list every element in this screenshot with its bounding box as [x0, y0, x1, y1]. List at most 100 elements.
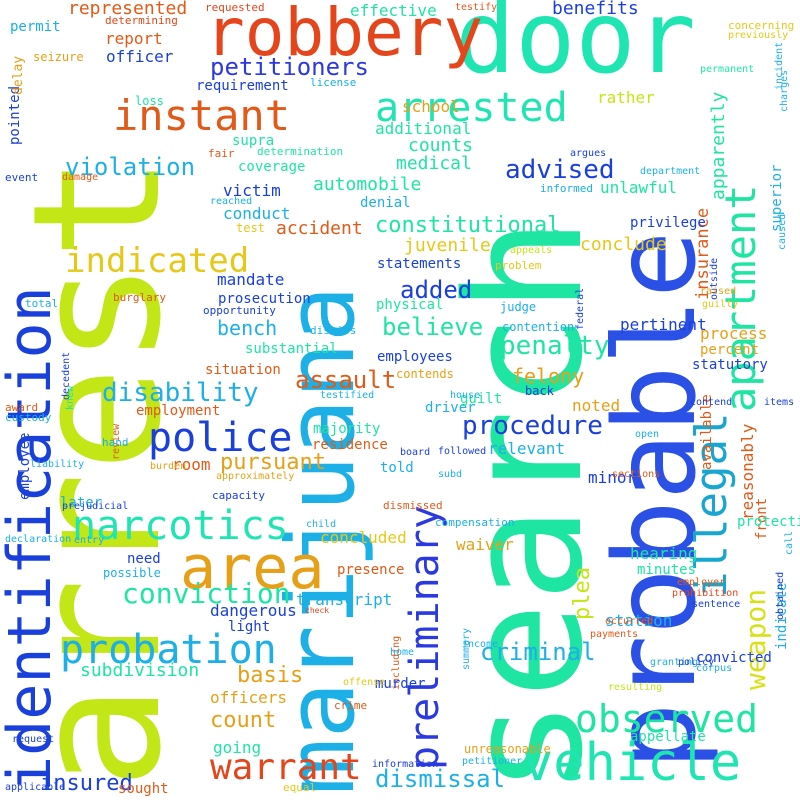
cloud-word: added [400, 276, 473, 304]
cloud-word: policy [678, 657, 715, 668]
cloud-word: approximately [216, 471, 295, 482]
cloud-word: guilt [460, 391, 503, 407]
cloud-word: prohibition [672, 588, 739, 599]
cloud-word: license [310, 76, 357, 89]
cloud-word: delay [11, 55, 26, 95]
cloud-word: plea [570, 567, 595, 620]
cloud-word: coverage [238, 159, 306, 175]
cloud-word: need [127, 551, 161, 567]
cloud-word: officer [106, 47, 174, 66]
cloud-word: federal [575, 287, 586, 330]
cloud-word: fair [208, 147, 235, 160]
cloud-word: mandate [217, 270, 285, 289]
cloud-word: percent [700, 342, 760, 358]
cloud-word: presence [337, 562, 405, 578]
cloud-word: reached [210, 196, 253, 207]
cloud-word: warrant [210, 747, 362, 788]
cloud-word: compensation [435, 516, 515, 529]
cloud-word: employment [136, 403, 221, 419]
cloud-word: station [605, 611, 673, 630]
cloud-word: constitutional [375, 213, 561, 238]
cloud-word: subdivision [80, 660, 200, 681]
cloud-word: police [148, 415, 293, 461]
cloud-word: granting [650, 657, 699, 668]
cloud-word: effective [350, 1, 437, 20]
cloud-word: counts [408, 135, 474, 156]
cloud-word: petitioners [210, 53, 369, 81]
cloud-word: procedure [462, 411, 603, 441]
cloud-word: preliminary [402, 505, 448, 770]
cloud-word: burden [150, 461, 187, 472]
cloud-word: represented [68, 0, 188, 19]
cloud-word: check [305, 606, 330, 615]
cloud-word: determination [257, 145, 344, 158]
cloud-word: burglary [113, 291, 166, 304]
cloud-word: benefits [552, 0, 639, 19]
cloud-word: dismissal [375, 765, 506, 793]
cloud-word: pertinent [620, 315, 707, 334]
cloud-word: told [380, 460, 414, 476]
cloud-word: medical [396, 153, 472, 174]
cloud-word: testify [455, 2, 498, 13]
cloud-word: conviction [122, 577, 291, 610]
cloud-word: instant [113, 91, 291, 140]
cloud-word: crime [334, 699, 368, 712]
cloud-word: school [402, 97, 460, 116]
cloud-word: later [60, 495, 103, 511]
cloud-word: bench [217, 316, 278, 340]
cloud-word: prosecution [218, 291, 311, 307]
cloud-word: penalty [500, 331, 610, 361]
cloud-word: argues [570, 148, 607, 159]
cloud-word: insured [40, 771, 133, 796]
cloud-word: board [400, 447, 431, 458]
cloud-word: convicted [696, 650, 772, 666]
cloud-word: waiver [456, 535, 514, 554]
cloud-word: process [700, 324, 768, 343]
cloud-word: entry [74, 535, 105, 546]
cloud-word: going [213, 738, 262, 757]
cloud-word: hearing [630, 544, 698, 563]
cloud-word: weapon [739, 588, 772, 690]
cloud-word: determining [105, 14, 178, 27]
cloud-word: raised [700, 286, 737, 297]
cloud-word: dangerous [210, 601, 297, 620]
cloud-word: custody [5, 411, 52, 424]
cloud-word: relevant [488, 439, 566, 458]
cloud-word: guilty [702, 299, 739, 310]
cloud-word: resulting [608, 682, 663, 693]
cloud-word: judge [500, 300, 537, 314]
cloud-word: declaration [5, 534, 72, 545]
cloud-word: problem [495, 259, 542, 272]
cloud-word: subd [438, 469, 463, 480]
cloud-word: test [236, 221, 265, 235]
cloud-word: unreasonable [464, 742, 551, 756]
cloud-word: total [25, 297, 59, 310]
cloud-word: followed [438, 446, 487, 457]
cloud-word: conduct [223, 204, 291, 223]
cloud-word: basis [237, 663, 304, 688]
cloud-word: concluded [320, 528, 407, 547]
cloud-word: dismiss [310, 324, 357, 337]
cloud-word: vehicle [522, 733, 742, 793]
cloud-word: payments [590, 629, 639, 640]
cloud-word: automobile [313, 174, 422, 195]
cloud-word: believe [382, 313, 484, 341]
cloud-word: victim [223, 181, 281, 200]
cloud-word: majority [313, 421, 381, 437]
cloud-word: juvenile [404, 235, 491, 256]
cloud-word: transcript [296, 590, 393, 609]
cloud-word: call [784, 530, 795, 555]
cloud-word: physical [376, 297, 444, 313]
cloud-word: income [462, 639, 499, 650]
cloud-word: offense [343, 677, 386, 688]
cloud-word: apparently [708, 91, 729, 200]
cloud-word: information [372, 759, 439, 770]
cloud-word: felony [512, 364, 585, 388]
cloud-word: situation [205, 362, 281, 378]
cloud-word: criminal [480, 638, 596, 666]
cloud-word: requirement [196, 78, 289, 94]
cloud-word: back [525, 384, 554, 398]
cloud-word: permit [10, 19, 61, 35]
cloud-word: obtained [775, 571, 786, 620]
cloud-word: accident [276, 218, 363, 239]
